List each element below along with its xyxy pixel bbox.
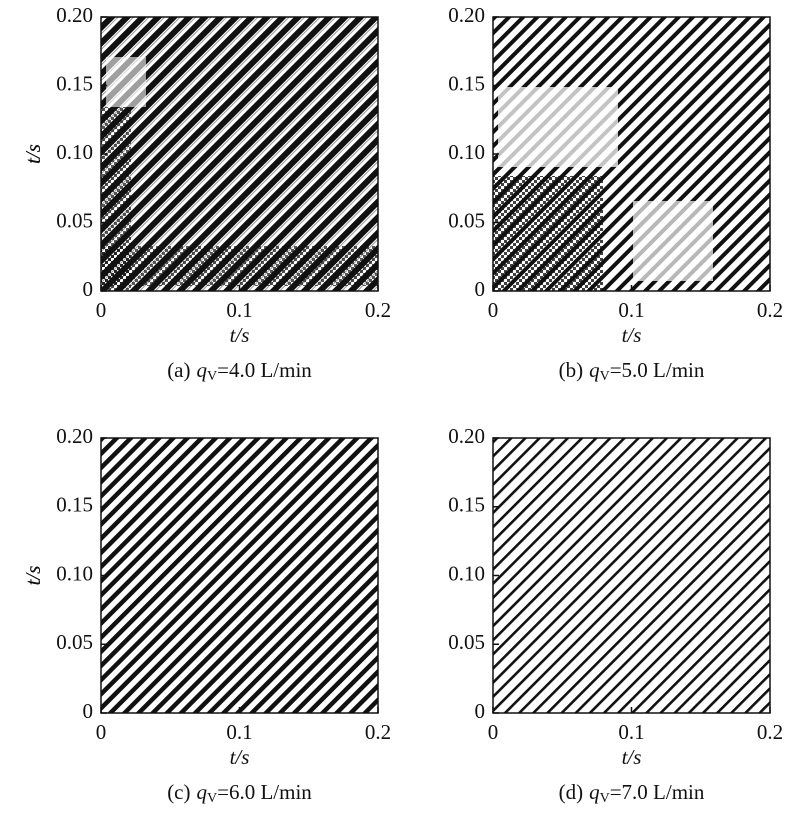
- y-tick-label: 0.15: [448, 493, 485, 517]
- y-tick-label: 0.15: [448, 71, 485, 95]
- x-tick-label: 0.1: [618, 298, 644, 322]
- dense-region: [101, 246, 378, 286]
- y-axis-label: t/s: [21, 144, 45, 164]
- y-tick-label: 0.20: [56, 424, 93, 448]
- x-tick-label: 0.1: [618, 720, 644, 744]
- x-tick-label: 0.2: [365, 720, 391, 744]
- y-tick-label: 0: [475, 699, 486, 723]
- y-axis-label: t/s: [21, 144, 45, 164]
- y-tick-label: 0.20: [448, 424, 485, 448]
- caption: (c) qV=6.0 L/min: [167, 780, 312, 806]
- caption: (d) qV=7.0 L/min: [559, 780, 705, 806]
- caption-subscript: V: [207, 369, 217, 384]
- y-axis-label: t/s: [21, 566, 45, 586]
- y-tick-label: 0.15: [56, 71, 93, 95]
- caption-text: =5.0 L/min: [610, 358, 705, 382]
- y-tick-label: 0: [83, 277, 94, 301]
- y-tick-label: 0.10: [448, 140, 485, 164]
- x-tick-label: 0: [96, 720, 107, 744]
- x-tick-label: 0.2: [757, 298, 783, 322]
- recurrence-texture: [493, 438, 770, 713]
- x-tick-label: 0.1: [226, 720, 252, 744]
- caption-text: =6.0 L/min: [217, 780, 312, 804]
- y-tick-label: 0: [475, 277, 486, 301]
- caption-prefix: (a): [167, 358, 190, 382]
- x-tick-label: 0.1: [226, 298, 252, 322]
- panel: 0 0.05 0.10 0.15 0.20 0 0.1 0.2 t/s t/s (c) qV=6.0 …: [21, 424, 391, 806]
- x-axis-label: t/s: [622, 745, 642, 769]
- x-axis-label: t/s: [230, 745, 250, 769]
- y-tick-label: 0.20: [448, 3, 485, 27]
- light-region: [106, 57, 146, 107]
- x-axis-label: t/s: [622, 323, 642, 347]
- y-tick-label: 0: [83, 699, 94, 723]
- y-axis-label: t/s: [21, 566, 45, 586]
- y-tick-label: 0.05: [448, 630, 485, 654]
- caption-subscript: V: [600, 369, 610, 384]
- y-tick-label: 0.05: [56, 630, 93, 654]
- y-tick-label: 0.15: [56, 493, 93, 517]
- panel: 00.050.100.150.200 0.1 0.2t/st/s(d) qV=7.0 …: [21, 424, 783, 806]
- caption-subscript: V: [600, 791, 610, 806]
- x-tick-label: 0: [96, 298, 107, 322]
- panel: 00.050.100.150.200 0.1 0.2t/st/s(b) qV=5.0 …: [21, 3, 783, 384]
- x-tick-label: 0.2: [757, 720, 783, 744]
- caption-symbol: q: [197, 358, 208, 382]
- dense-region: [101, 107, 131, 291]
- y-tick-label: 0.10: [56, 561, 93, 585]
- y-tick-label: 0.05: [56, 208, 93, 232]
- x-tick-label: 0.2: [365, 298, 391, 322]
- caption-symbol: q: [589, 780, 600, 804]
- dense-region: [493, 176, 603, 291]
- caption-prefix: (b): [559, 358, 584, 382]
- caption: (b) qV=5.0 L/min: [559, 358, 705, 384]
- caption-symbol: q: [589, 358, 600, 382]
- y-tick-label: 0.10: [448, 561, 485, 585]
- caption: (a) qV=4.0 L/min: [167, 358, 312, 384]
- caption-prefix: (d): [559, 780, 584, 804]
- x-tick-label: 0: [488, 298, 499, 322]
- light-region: [633, 201, 713, 281]
- caption-text: =7.0 L/min: [610, 780, 705, 804]
- panel: 0 0.05 0.10 0.15 0.20 0 0.1 0.2 t/s t/s (a) qV=4.0 …: [21, 3, 391, 384]
- y-tick-label: 0.05: [448, 208, 485, 232]
- recurrence-texture: [101, 438, 378, 713]
- caption-text: =4.0 L/min: [217, 358, 312, 382]
- caption-subscript: V: [207, 791, 217, 806]
- recurrence-texture: [101, 17, 378, 291]
- light-region: [498, 87, 618, 167]
- x-axis-label: t/s: [230, 323, 250, 347]
- caption-symbol: q: [197, 780, 208, 804]
- caption-prefix: (c): [167, 780, 190, 804]
- y-tick-label: 0.20: [56, 3, 93, 27]
- x-tick-label: 0: [488, 720, 499, 744]
- y-tick-label: 0.10: [56, 140, 93, 164]
